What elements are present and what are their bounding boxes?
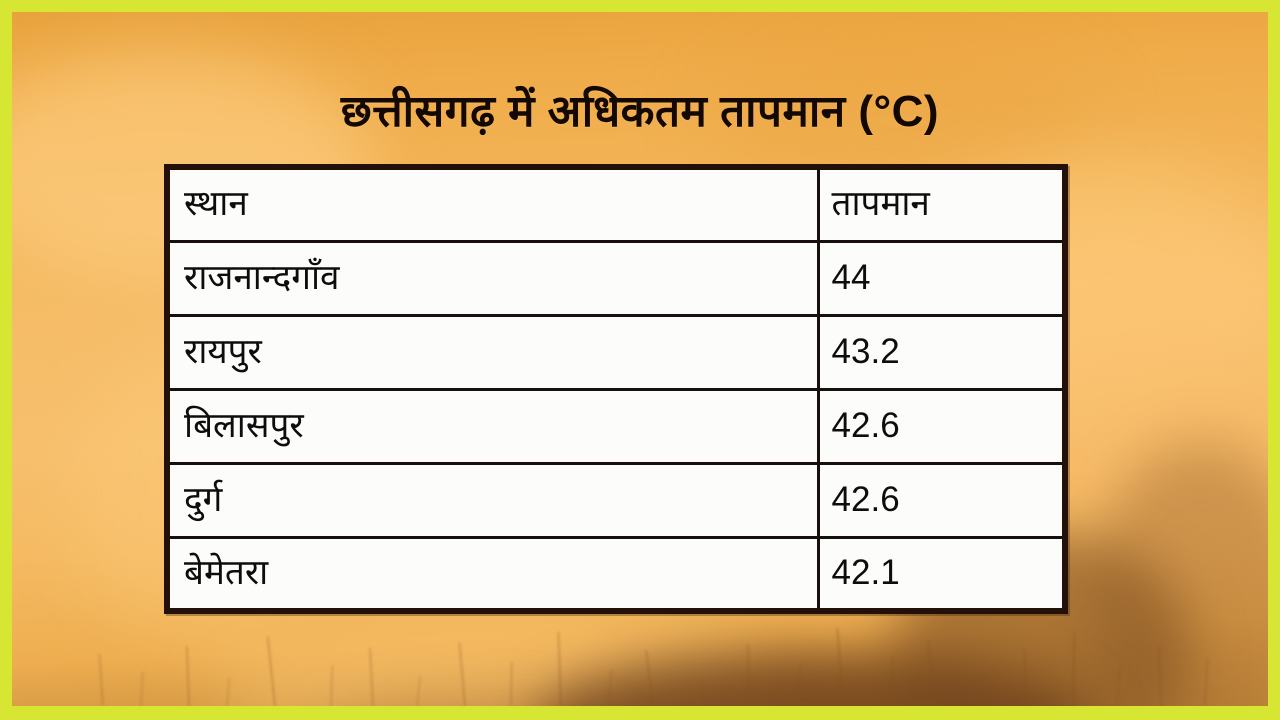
temperature-table: स्थान तापमान राजनान्दगाँव 44 रायपुर 43.2… <box>164 164 1068 614</box>
cell-temperature: 42.6 <box>816 461 1067 539</box>
table-row: राजनान्दगाँव 44 <box>165 239 1067 317</box>
wheat-stalk <box>458 642 466 706</box>
cell-temperature: 42.6 <box>816 387 1067 465</box>
cell-temperature: 43.2 <box>816 313 1067 391</box>
cell-place: दुर्ग <box>165 461 820 539</box>
page-title: छत्तीसगढ़ में अधिकतम तापमान (°C) <box>340 87 940 136</box>
wheat-stalk <box>1116 666 1122 706</box>
wheat-stalk <box>746 643 750 706</box>
cell-place: राजनान्दगाँव <box>165 239 820 317</box>
wheat-stalk <box>1022 648 1028 706</box>
blurred-foreground <box>1092 442 1268 706</box>
wheat-stalk <box>557 632 562 706</box>
blurred-foreground <box>312 702 612 706</box>
table-row: बेमेतरा 42.1 <box>165 535 1067 613</box>
wheat-stalk <box>140 671 144 706</box>
table-row: बिलासपुर 42.6 <box>165 387 1067 465</box>
cell-place: बेमेतरा <box>165 535 820 613</box>
wheat-stalk <box>510 661 513 706</box>
cell-place: बिलासपुर <box>165 387 820 465</box>
cell-temperature: 42.1 <box>816 535 1067 613</box>
table-row: रायपुर 43.2 <box>165 313 1067 391</box>
wheat-stalk <box>700 679 704 706</box>
table-header-row: स्थान तापमान <box>165 165 1067 243</box>
wheat-stalk <box>98 654 104 706</box>
cell-temperature: 44 <box>816 239 1067 317</box>
wheat-stalk <box>927 640 936 706</box>
haze-blob <box>212 612 772 706</box>
wheat-stalk <box>330 665 334 706</box>
wheat-stalk <box>980 674 985 706</box>
wheat-stalk <box>1204 658 1209 706</box>
background-image: छत्तीसगढ़ में अधिकतम तापमान (°C) स्थान त… <box>12 12 1268 706</box>
wheat-stalk <box>416 676 422 706</box>
wheat-stalk <box>185 646 190 706</box>
wheat-stalk <box>836 628 844 706</box>
wheat-stalk <box>368 648 374 706</box>
wheat-stalk <box>608 670 613 706</box>
table-row: दुर्ग 42.6 <box>165 461 1067 539</box>
column-header-temperature: तापमान <box>816 165 1067 243</box>
wheat-stalk <box>266 636 276 706</box>
column-header-place: स्थान <box>165 165 820 243</box>
temperature-table-container: स्थान तापमान राजनान्दगाँव 44 रायपुर 43.2… <box>164 164 1068 614</box>
blurred-foreground <box>532 652 1092 706</box>
wheat-stalk <box>226 678 231 706</box>
wheat-stalk <box>1157 646 1162 706</box>
wheat-stalk <box>796 664 802 706</box>
wheat-stalk <box>890 655 894 706</box>
wheat-stalk <box>645 650 654 706</box>
cell-place: रायपुर <box>165 313 820 391</box>
wheat-stalk <box>1072 633 1076 706</box>
